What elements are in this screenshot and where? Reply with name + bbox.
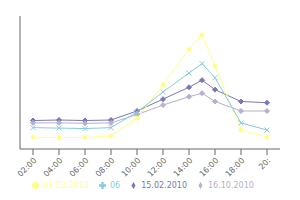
svg-text:02:00: 02:00 (16, 156, 39, 179)
svg-text:16:00: 16:00 (198, 156, 221, 179)
svg-text:12:00: 12:00 (146, 156, 169, 179)
svg-text:20:: 20: (257, 156, 272, 171)
svg-text:14:00: 14:00 (172, 156, 195, 179)
svg-text:18:00: 18:00 (224, 156, 247, 179)
svg-text:04:00: 04:00 (42, 156, 65, 179)
html-text:16.10.2010: 16.10.2010 (208, 181, 254, 190)
svg-text:10:00: 10:00 (120, 156, 143, 179)
svg-text:06:00: 06:00 (68, 156, 91, 179)
html-text:15.02.2010: 15.02.2010 (141, 181, 187, 190)
html-text:01.03.2010: 01.03.2010 (43, 181, 89, 190)
svg-text:08:00: 08:00 (94, 156, 117, 179)
html-text:06: 06 (110, 181, 121, 190)
